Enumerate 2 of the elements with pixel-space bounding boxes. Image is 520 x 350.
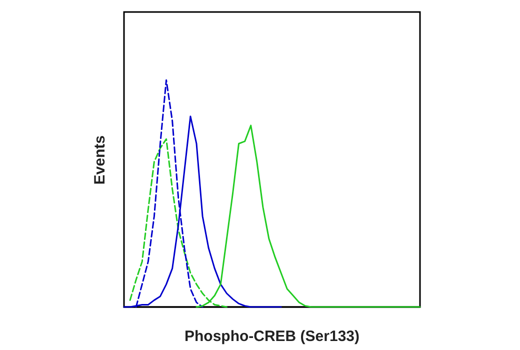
- x-axis-title: Phospho-CREB (Ser133): [184, 328, 360, 345]
- y-axis-title: Events: [92, 135, 108, 185]
